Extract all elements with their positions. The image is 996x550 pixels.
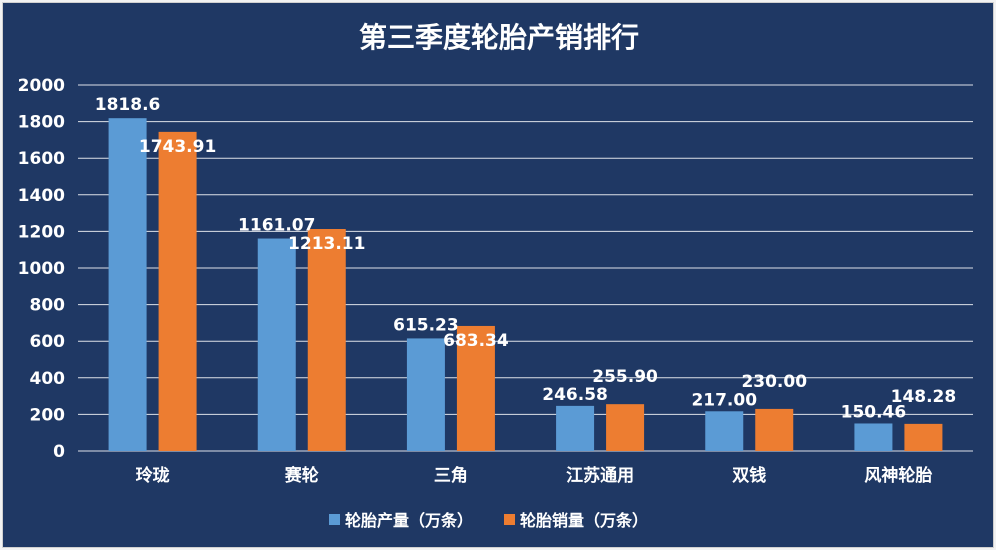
bar-production bbox=[556, 405, 595, 451]
grid-lines bbox=[78, 84, 973, 452]
data-label-production: 217.00 bbox=[691, 390, 757, 410]
y-tick-label: 2000 bbox=[18, 76, 65, 96]
category-label: 三角 bbox=[434, 465, 468, 486]
bar-production bbox=[108, 118, 147, 451]
data-label-sales: 148.28 bbox=[891, 387, 957, 407]
category-label: 双钱 bbox=[732, 465, 766, 486]
bar-production bbox=[854, 423, 893, 451]
bar-production bbox=[406, 338, 445, 451]
category-label: 玲珑 bbox=[136, 465, 170, 486]
y-tick-label: 1200 bbox=[18, 222, 65, 242]
category-label: 赛轮 bbox=[284, 465, 319, 486]
category-label: 风神轮胎 bbox=[864, 465, 932, 486]
data-label-sales: 255.90 bbox=[592, 367, 658, 387]
bar-sales bbox=[158, 131, 197, 451]
y-tick-label: 200 bbox=[30, 405, 66, 425]
data-label-production: 246.58 bbox=[542, 385, 608, 405]
bar-sales bbox=[606, 404, 645, 451]
bars bbox=[108, 118, 943, 451]
bar-chart: 第三季度轮胎产销排行 0 200 400 600 800 1000 1200 1400 1600… bbox=[18, 21, 973, 530]
data-label-production: 1161.07 bbox=[238, 216, 315, 236]
chart-title: 第三季度轮胎产销排行 bbox=[359, 21, 639, 54]
bar-sales bbox=[904, 423, 943, 451]
category-label: 江苏通用 bbox=[566, 465, 634, 486]
data-label-sales: 1743.91 bbox=[139, 137, 216, 157]
y-tick-label: 800 bbox=[30, 296, 66, 316]
y-tick-label: 1400 bbox=[18, 186, 65, 206]
y-tick-label: 400 bbox=[30, 369, 66, 389]
data-label-sales: 230.00 bbox=[741, 372, 807, 392]
y-tick-label: 0 bbox=[53, 442, 65, 462]
y-tick-label: 1000 bbox=[18, 259, 65, 279]
y-tick-label: 1800 bbox=[18, 113, 65, 133]
legend: 轮胎产量（万条） 轮胎销量（万条） bbox=[329, 511, 648, 530]
bar-production bbox=[257, 238, 296, 451]
legend-swatch-production bbox=[329, 514, 340, 525]
legend-label-production: 轮胎产量（万条） bbox=[345, 511, 473, 530]
bar-sales bbox=[755, 408, 794, 451]
bar-sales bbox=[307, 229, 346, 451]
data-label-production: 1818.6 bbox=[95, 95, 161, 115]
data-label-production: 615.23 bbox=[393, 315, 459, 335]
y-tick-label: 1600 bbox=[18, 149, 65, 169]
y-axis-ticks: 0 200 400 600 800 1000 1200 1400 1600 1800 2000 bbox=[18, 76, 65, 462]
bar-sales bbox=[456, 325, 495, 451]
data-label-sales: 683.34 bbox=[443, 331, 509, 351]
x-axis-categories: 玲珑 赛轮 三角 江苏通用 双钱 风神轮胎 bbox=[136, 465, 933, 486]
y-tick-label: 600 bbox=[30, 332, 66, 352]
legend-label-sales: 轮胎销量（万条） bbox=[520, 511, 648, 530]
bar-production bbox=[705, 411, 744, 451]
data-label-production: 150.46 bbox=[841, 402, 907, 422]
data-label-sales: 1213.11 bbox=[288, 234, 365, 254]
legend-swatch-sales bbox=[504, 514, 515, 525]
